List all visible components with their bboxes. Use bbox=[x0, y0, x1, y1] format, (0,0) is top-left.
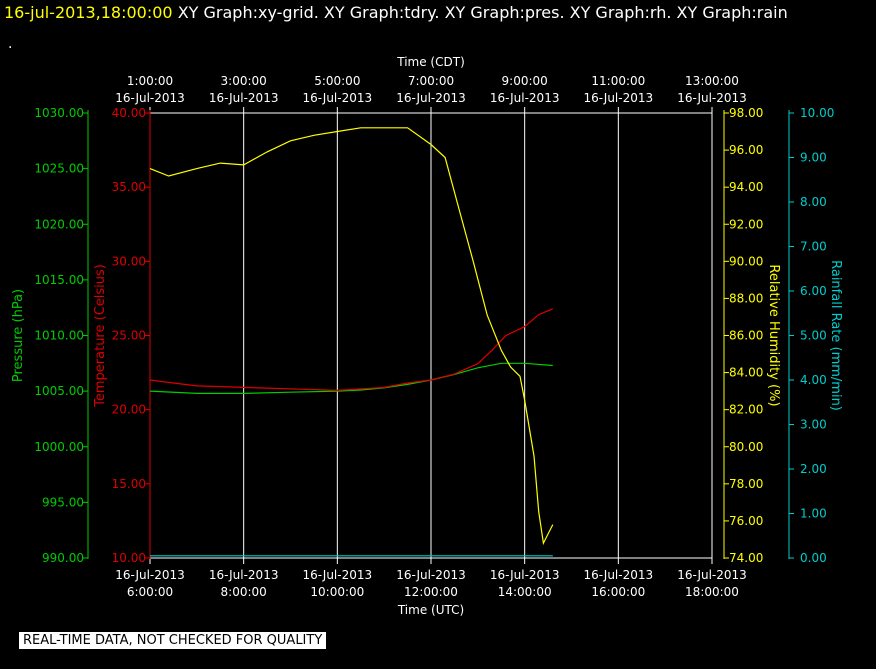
temperature-tick-label: 35.00 bbox=[112, 180, 146, 194]
rain-tick-label: 8.00 bbox=[800, 195, 827, 209]
top-tick-label-date: 16-Jul-2013 bbox=[396, 91, 466, 105]
temperature-tick-label: 20.00 bbox=[112, 403, 146, 417]
humidity-tick-label: 74.00 bbox=[729, 551, 763, 565]
pressure-tick-label: 990.00 bbox=[42, 551, 84, 565]
rain-tick-label: 10.00 bbox=[800, 106, 834, 120]
humidity-tick-label: 86.00 bbox=[729, 329, 763, 343]
humidity-axis-title: Relative Humidity (%) bbox=[766, 264, 781, 406]
x-tick-label-time: 12:00:00 bbox=[404, 585, 458, 599]
top-tick-label-date: 16-Jul-2013 bbox=[115, 91, 185, 105]
header-marker: . bbox=[8, 36, 13, 52]
rain-tick-label: 3.00 bbox=[800, 418, 827, 432]
temperature-tick-label: 30.00 bbox=[112, 254, 146, 268]
top-tick-label-time: 11:00:00 bbox=[591, 74, 645, 88]
rain-tick-label: 0.00 bbox=[800, 551, 827, 565]
x-tick-label-date: 16-Jul-2013 bbox=[490, 568, 560, 582]
temperature-tick-label: 25.00 bbox=[112, 329, 146, 343]
pressure-tick-label: 1000.00 bbox=[34, 440, 84, 454]
pressure-tick-label: 1015.00 bbox=[34, 273, 84, 287]
humidity-series-line bbox=[149, 127, 554, 546]
x-tick-label-date: 16-Jul-2013 bbox=[303, 568, 373, 582]
humidity-tick-label: 98.00 bbox=[729, 106, 763, 120]
graph-list: XY Graph:xy-grid. XY Graph:tdry. XY Grap… bbox=[177, 3, 788, 22]
humidity-tick-label: 88.00 bbox=[729, 291, 763, 305]
x-tick-label-date: 16-Jul-2013 bbox=[584, 568, 654, 582]
top-tick-label-time: 9:00:00 bbox=[502, 74, 548, 88]
pressure-tick-label: 995.00 bbox=[42, 495, 84, 509]
x-tick-label-time: 18:00:00 bbox=[685, 585, 739, 599]
x-axis-title-top: Time (CDT) bbox=[396, 55, 465, 69]
top-tick-label-time: 1:00:00 bbox=[127, 74, 173, 88]
temperature-tick-label: 40.00 bbox=[112, 106, 146, 120]
humidity-tick-label: 90.00 bbox=[729, 254, 763, 268]
temperature-tick-label: 10.00 bbox=[112, 551, 146, 565]
header: 16-jul-2013,18:00:00 XY Graph:xy-grid. X… bbox=[4, 3, 788, 22]
x-tick-label-time: 6:00:00 bbox=[127, 585, 173, 599]
humidity-tick-label: 94.00 bbox=[729, 180, 763, 194]
top-tick-label-time: 3:00:00 bbox=[221, 74, 267, 88]
rain-tick-label: 4.00 bbox=[800, 373, 827, 387]
temperature-axis-title: Temperature (Celsius) bbox=[93, 264, 108, 408]
humidity-tick-label: 82.00 bbox=[729, 403, 763, 417]
pressure-tick-label: 1005.00 bbox=[34, 384, 84, 398]
humidity-tick-label: 96.00 bbox=[729, 143, 763, 157]
humidity-tick-label: 92.00 bbox=[729, 217, 763, 231]
top-tick-label-date: 16-Jul-2013 bbox=[584, 91, 654, 105]
top-tick-label-date: 16-Jul-2013 bbox=[490, 91, 560, 105]
x-tick-label-date: 16-Jul-2013 bbox=[677, 568, 747, 582]
x-axis-title-bottom: Time (UTC) bbox=[397, 603, 464, 617]
top-tick-label-time: 5:00:00 bbox=[314, 74, 360, 88]
pressure-axis-title: Pressure (hPa) bbox=[11, 289, 26, 382]
pressure-tick-label: 1020.00 bbox=[34, 217, 84, 231]
top-tick-label-time: 7:00:00 bbox=[408, 74, 454, 88]
rain-axis-title: Rainfall Rate (mm/min) bbox=[828, 260, 843, 411]
rain-tick-label: 6.00 bbox=[800, 284, 827, 298]
timestamp: 16-jul-2013,18:00:00 bbox=[4, 3, 173, 22]
rain-tick-label: 1.00 bbox=[800, 507, 827, 521]
pressure-tick-label: 1025.00 bbox=[34, 162, 84, 176]
x-tick-label-date: 16-Jul-2013 bbox=[209, 568, 279, 582]
rain-tick-label: 5.00 bbox=[800, 329, 827, 343]
x-tick-label-date: 16-Jul-2013 bbox=[396, 568, 466, 582]
x-tick-label-date: 16-Jul-2013 bbox=[115, 568, 185, 582]
humidity-tick-label: 78.00 bbox=[729, 477, 763, 491]
humidity-tick-label: 76.00 bbox=[729, 514, 763, 528]
rain-tick-label: 7.00 bbox=[800, 240, 827, 254]
pressure-tick-label: 1010.00 bbox=[34, 329, 84, 343]
top-tick-label-date: 16-Jul-2013 bbox=[677, 91, 747, 105]
rain-tick-label: 9.00 bbox=[800, 151, 827, 165]
rain-tick-label: 2.00 bbox=[800, 462, 827, 476]
top-tick-label-date: 16-Jul-2013 bbox=[303, 91, 373, 105]
humidity-tick-label: 80.00 bbox=[729, 440, 763, 454]
pressure-tick-label: 1030.00 bbox=[34, 106, 84, 120]
x-tick-label-time: 14:00:00 bbox=[498, 585, 552, 599]
x-tick-label-time: 8:00:00 bbox=[221, 585, 267, 599]
top-tick-label-time: 13:00:00 bbox=[685, 74, 739, 88]
humidity-tick-label: 84.00 bbox=[729, 366, 763, 380]
top-tick-label-date: 16-Jul-2013 bbox=[209, 91, 279, 105]
temperature-series-line bbox=[149, 308, 554, 392]
x-tick-label-time: 16:00:00 bbox=[591, 585, 645, 599]
x-tick-label-time: 10:00:00 bbox=[310, 585, 364, 599]
pressure-series-line bbox=[149, 362, 553, 394]
temperature-tick-label: 15.00 bbox=[112, 477, 146, 491]
quality-notice: REAL-TIME DATA, NOT CHECKED FOR QUALITY bbox=[19, 632, 327, 649]
